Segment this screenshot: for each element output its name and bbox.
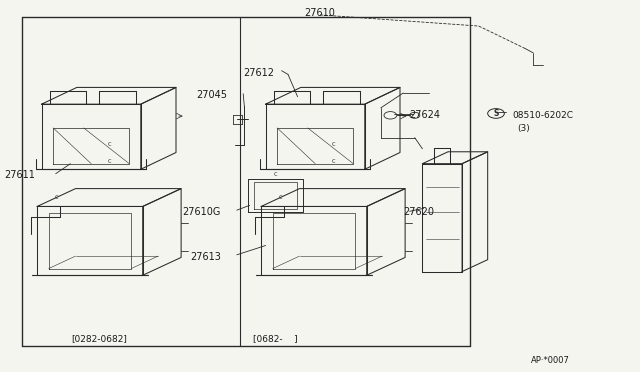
Text: AP·*0007: AP·*0007	[531, 356, 570, 365]
Text: [0682-    ]: [0682- ]	[253, 334, 298, 343]
Text: 27612: 27612	[244, 68, 275, 77]
Text: C: C	[274, 171, 277, 177]
Text: 27620: 27620	[403, 207, 434, 217]
Text: C: C	[278, 195, 282, 200]
Text: 27624: 27624	[410, 110, 440, 120]
Text: C: C	[107, 142, 111, 147]
Text: C: C	[331, 142, 335, 147]
Text: (3): (3)	[517, 124, 530, 133]
Text: S: S	[493, 109, 499, 118]
Text: C: C	[331, 159, 335, 164]
Text: 08510-6202C: 08510-6202C	[512, 111, 573, 120]
Text: 27045: 27045	[196, 90, 227, 100]
Text: 27610: 27610	[305, 8, 335, 18]
Text: 27613: 27613	[190, 252, 221, 262]
Text: C: C	[54, 195, 58, 200]
Text: 27611: 27611	[4, 170, 35, 180]
Text: C: C	[107, 159, 111, 164]
Text: [0282-0682]: [0282-0682]	[71, 334, 127, 343]
Text: 27610G: 27610G	[182, 207, 221, 217]
